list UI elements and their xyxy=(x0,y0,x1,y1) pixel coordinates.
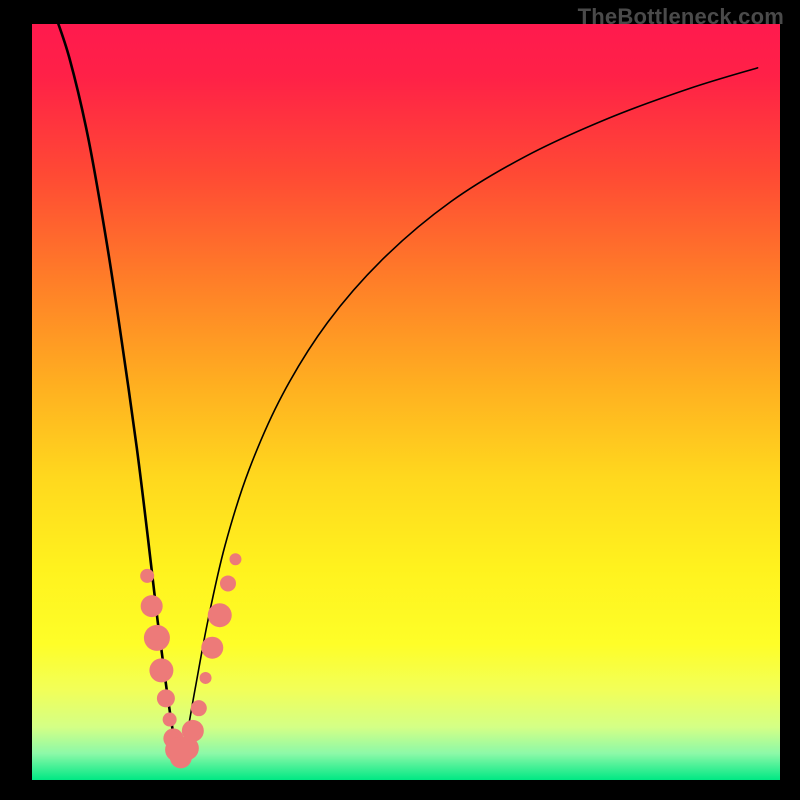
data-marker xyxy=(163,713,177,727)
data-marker xyxy=(208,603,232,627)
chart-container: TheBottleneck.com xyxy=(0,0,800,800)
data-marker xyxy=(149,658,173,682)
bottleneck-curve-right xyxy=(179,68,757,759)
data-marker xyxy=(200,672,212,684)
plot-svg xyxy=(0,0,800,800)
data-marker xyxy=(229,553,241,565)
data-marker xyxy=(191,700,207,716)
data-marker xyxy=(220,575,236,591)
data-marker xyxy=(140,569,154,583)
data-marker xyxy=(144,625,170,651)
data-marker xyxy=(182,720,204,742)
data-marker xyxy=(157,689,175,707)
data-marker xyxy=(201,637,223,659)
data-marker xyxy=(141,595,163,617)
